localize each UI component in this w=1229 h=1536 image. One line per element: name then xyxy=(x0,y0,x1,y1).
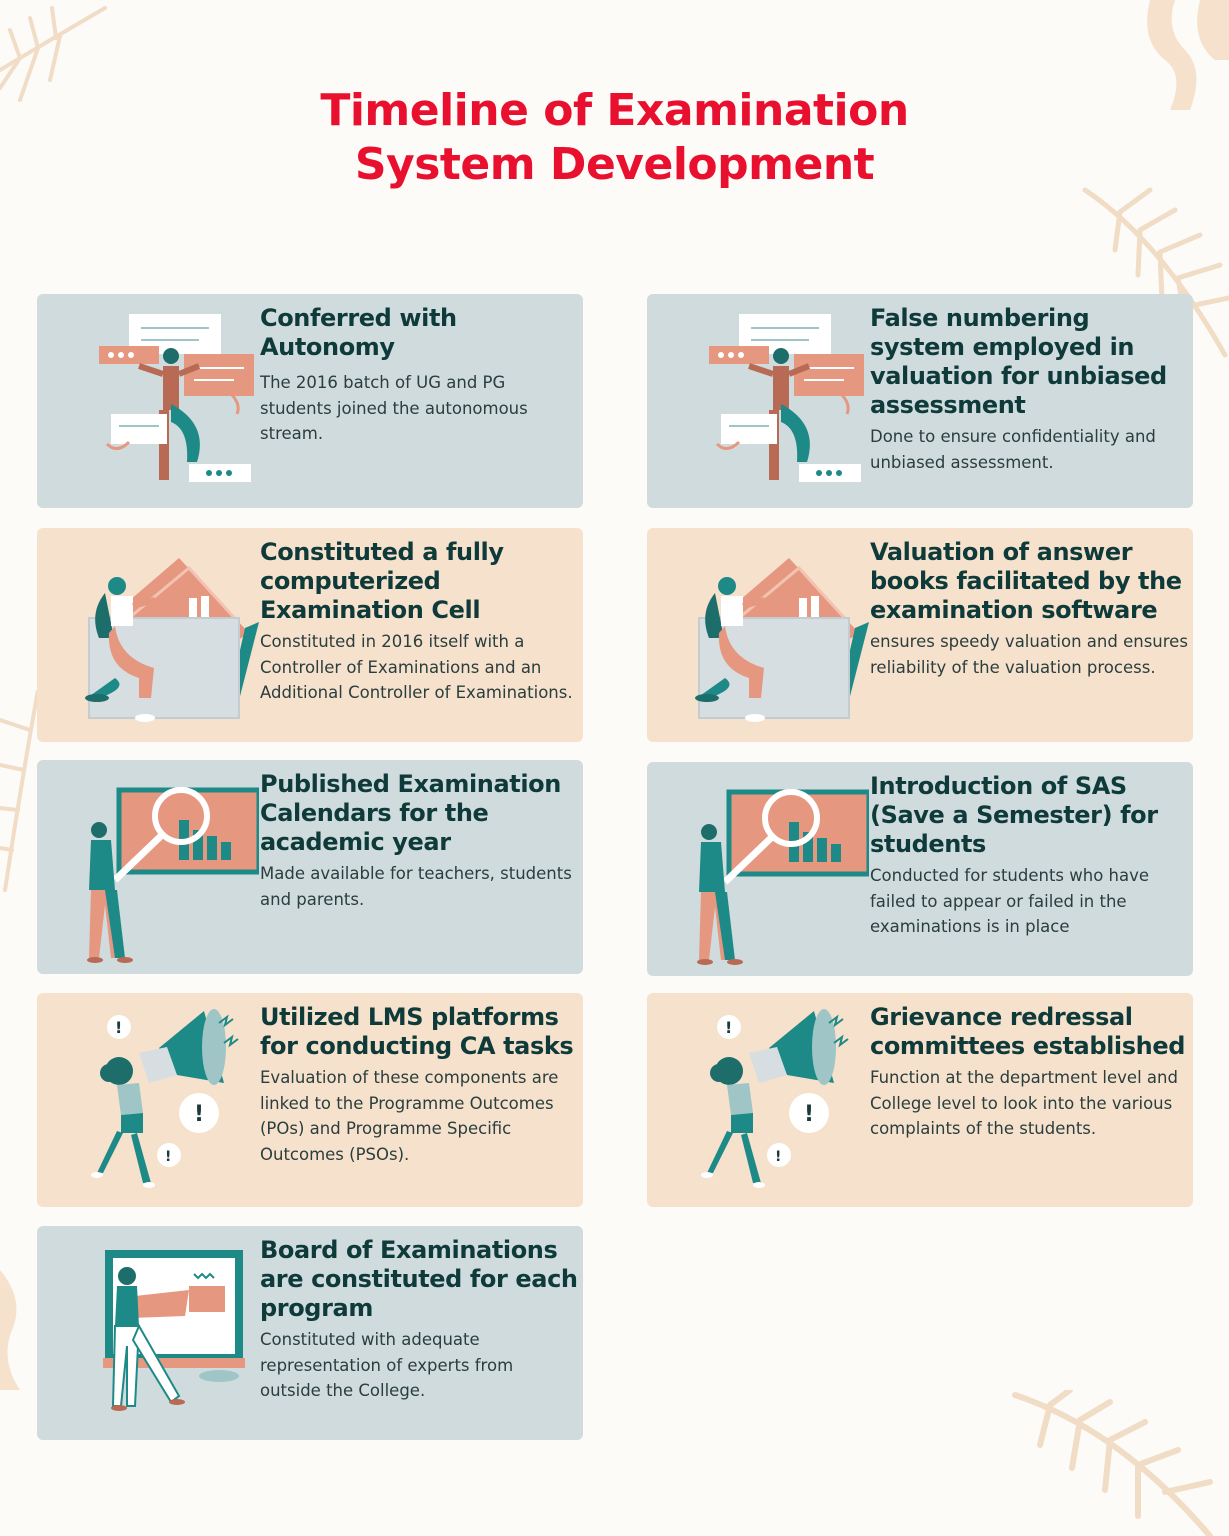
person-with-folder-icon xyxy=(669,538,869,734)
person-with-floating-cards-icon xyxy=(669,304,869,500)
timeline-card-valuation-software: Valuation of answer books facilitated by… xyxy=(647,528,1193,742)
timeline-card-exam-cell: Constituted a fully computerized Examina… xyxy=(37,528,583,742)
leaf-decoration-icon xyxy=(1082,187,1229,358)
card-body: Constituted with adequate representation… xyxy=(260,1330,514,1400)
person-with-floating-cards-icon xyxy=(59,304,259,500)
timeline-card-grievance: Grievance redressal committees establish… xyxy=(647,993,1193,1207)
card-heading: False numbering system employed in valua… xyxy=(870,304,1167,419)
leaf-decoration-icon xyxy=(0,6,107,102)
card-body: The 2016 batch of UG and PG students joi… xyxy=(260,373,528,443)
timeline-card-autonomy: Conferred with Autonomy The 2016 batch o… xyxy=(37,294,583,508)
card-heading: Board of Examinations are constituted fo… xyxy=(260,1236,578,1322)
person-at-presentation-board-icon xyxy=(59,1236,259,1432)
card-heading: Published Examination Calendars for the … xyxy=(260,770,561,856)
timeline-card-lms: Utilized LMS platforms for conducting CA… xyxy=(37,993,583,1207)
person-with-magnifier-chart-icon xyxy=(59,770,259,966)
card-body: Evaluation of these components are linke… xyxy=(260,1068,559,1164)
title-line-2: System Development xyxy=(354,139,875,190)
timeline-card-false-numbering: False numbering system employed in valua… xyxy=(647,294,1193,508)
timeline-card-board-of-examinations: Board of Examinations are constituted fo… xyxy=(37,1226,583,1440)
card-body: Constituted in 2016 itself with a Contro… xyxy=(260,632,573,702)
card-heading: Introduction of SAS (Save a Semester) fo… xyxy=(870,772,1158,858)
card-body: Function at the department level and Col… xyxy=(870,1068,1178,1138)
timeline-card-exam-calendars: Published Examination Calendars for the … xyxy=(37,760,583,974)
leaf-decoration-icon xyxy=(0,690,40,892)
card-heading: Utilized LMS platforms for conducting CA… xyxy=(260,1003,574,1060)
wave-decoration-icon xyxy=(0,1270,20,1390)
person-with-magnifier-chart-icon xyxy=(669,772,869,968)
card-body: Done to ensure confidentiality and unbia… xyxy=(870,427,1156,472)
wave-decoration-icon xyxy=(1147,0,1229,110)
title-line-1: Timeline of Examination xyxy=(320,85,909,136)
person-with-folder-icon xyxy=(59,538,259,734)
leaf-decoration-icon xyxy=(1012,1390,1213,1536)
person-with-megaphone-icon xyxy=(90,1008,239,1189)
card-body: Made available for teachers, students an… xyxy=(260,864,572,909)
card-body: ensures speedy valuation and ensures rel… xyxy=(870,632,1188,677)
card-heading: Valuation of answer books facilitated by… xyxy=(870,538,1182,624)
card-body: Conducted for students who have failed t… xyxy=(870,866,1150,936)
person-with-megaphone-icon xyxy=(700,1008,849,1189)
card-heading: Constituted a fully computerized Examina… xyxy=(260,538,504,624)
timeline-card-sas: Introduction of SAS (Save a Semester) fo… xyxy=(647,762,1193,976)
card-heading: Conferred with Autonomy xyxy=(260,304,457,361)
page-title: Timeline of Examination System Developme… xyxy=(0,84,1229,192)
card-heading: Grievance redressal committees establish… xyxy=(870,1003,1185,1060)
